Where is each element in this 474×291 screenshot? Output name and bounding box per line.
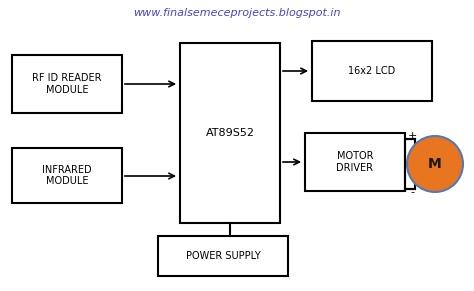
Bar (158, 236, 288, 276)
Text: 16x2 LCD: 16x2 LCD (348, 66, 396, 76)
Bar (12, 55, 122, 113)
Text: AT89S52: AT89S52 (206, 128, 255, 138)
Text: RF ID READER
MODULE: RF ID READER MODULE (32, 73, 102, 95)
Text: POWER SUPPLY: POWER SUPPLY (186, 251, 260, 261)
Text: INFRARED
MODULE: INFRARED MODULE (42, 165, 92, 186)
Bar (12, 148, 122, 203)
Text: -: - (410, 187, 414, 197)
Text: +: + (407, 131, 417, 141)
Text: M: M (428, 157, 442, 171)
Text: MOTOR
DRIVER: MOTOR DRIVER (337, 151, 374, 173)
Bar (305, 133, 405, 191)
Circle shape (407, 136, 463, 192)
Bar (312, 41, 432, 101)
Bar (180, 43, 280, 223)
Text: www.finalsemeceprojects.blogspot.in: www.finalsemeceprojects.blogspot.in (133, 8, 341, 18)
